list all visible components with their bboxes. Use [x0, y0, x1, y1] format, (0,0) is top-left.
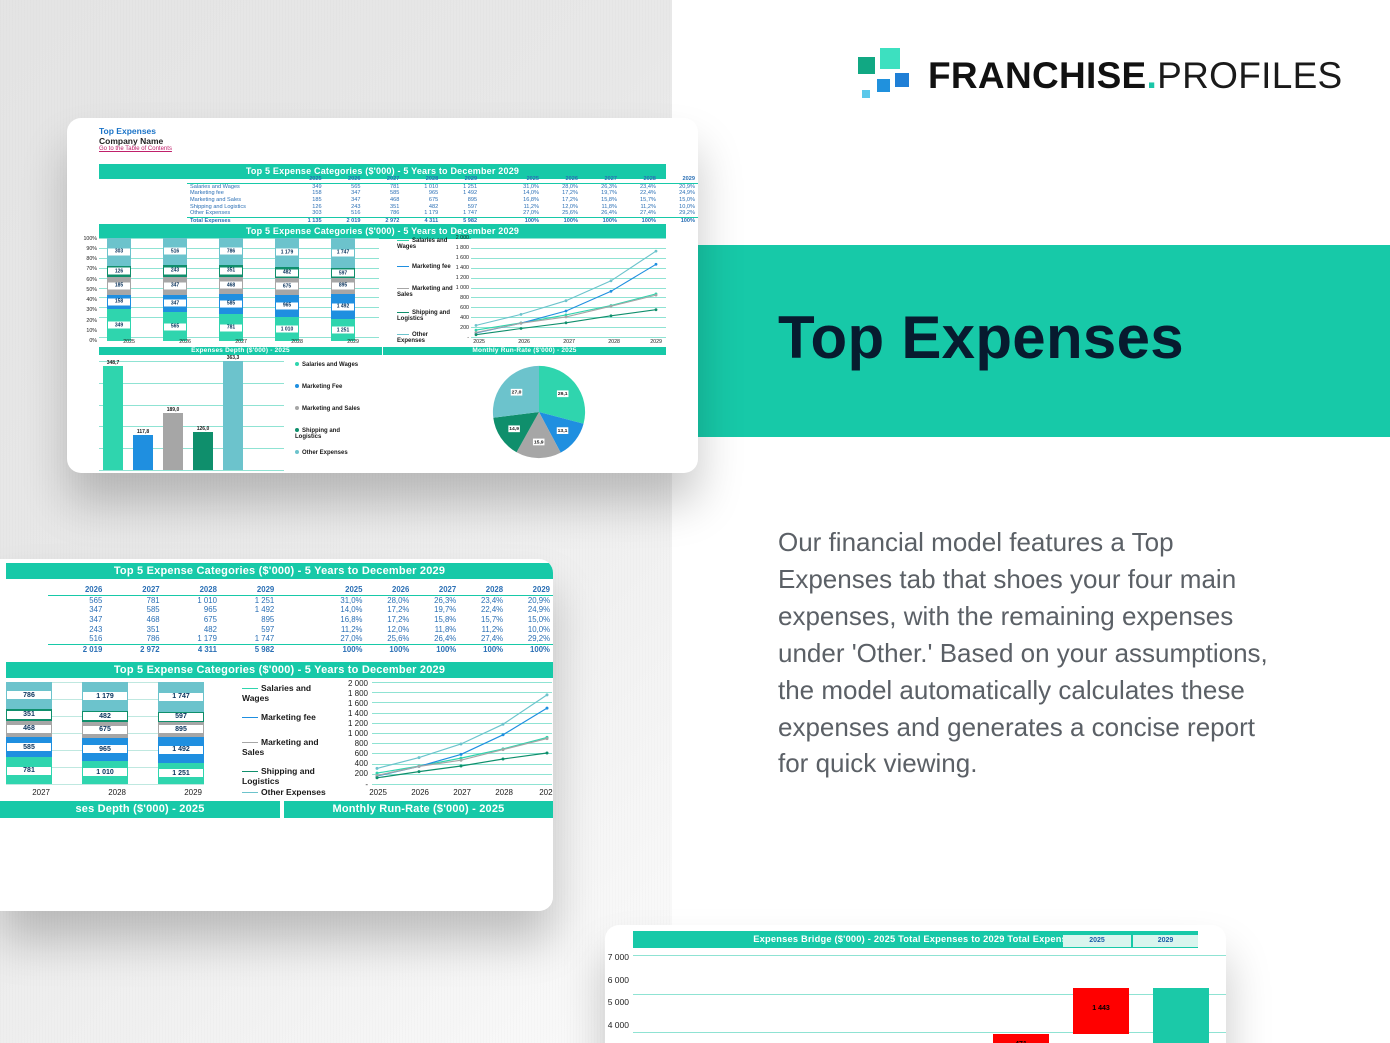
- svg-text:29,1: 29,1: [558, 391, 568, 397]
- svg-text:14,9: 14,9: [509, 426, 519, 432]
- svg-text:13,1: 13,1: [558, 428, 568, 434]
- svg-text:15,9: 15,9: [534, 439, 544, 445]
- svg-text:27,0: 27,0: [512, 390, 522, 396]
